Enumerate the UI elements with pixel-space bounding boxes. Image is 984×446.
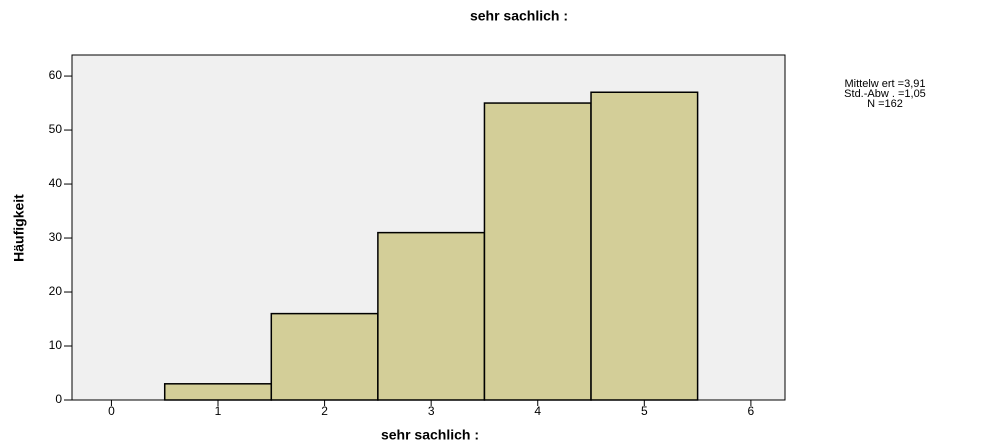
x-tick-label: 5 <box>641 404 648 418</box>
chart-title: sehr sachlich : <box>470 8 568 24</box>
y-tick-label: 50 <box>49 122 63 136</box>
x-tick-label: 4 <box>534 404 541 418</box>
x-tick-label: 3 <box>428 404 435 418</box>
annotation: N =162 <box>867 98 903 110</box>
bar <box>483 102 592 401</box>
y-tick-label: 40 <box>49 176 63 190</box>
y-tick-label: 20 <box>49 284 63 298</box>
bar <box>590 91 699 401</box>
y-tick-label: 60 <box>49 68 63 82</box>
bar <box>270 312 379 401</box>
bar <box>163 383 273 401</box>
x-tick-label: 2 <box>321 404 328 418</box>
annotation: Mittelw ert =3,91 <box>844 78 925 90</box>
y-tick-label: 0 <box>55 392 62 406</box>
x-tick-label: 0 <box>108 404 115 418</box>
x-tick-label: 1 <box>215 404 222 418</box>
bar <box>377 231 486 401</box>
y-tick-label: 10 <box>49 338 63 352</box>
x-tick-label: 6 <box>748 404 755 418</box>
y-tick-label: 30 <box>49 230 63 244</box>
y-axis-label: Häufigkeit <box>11 194 27 262</box>
annotation: Std.-Abw . =1,05 <box>844 88 926 100</box>
x-axis-label: sehr sachlich : <box>381 427 479 443</box>
